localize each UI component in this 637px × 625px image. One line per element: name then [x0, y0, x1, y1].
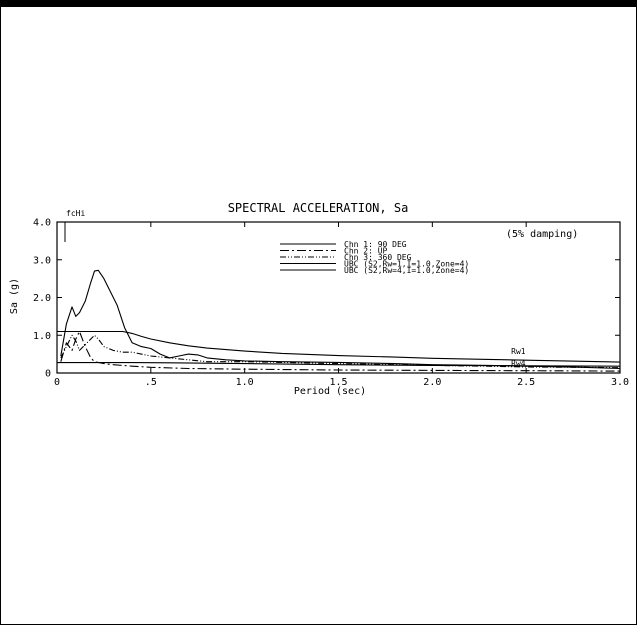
y-tick-label: 3.0: [33, 255, 51, 266]
y-tick-label: 1.0: [33, 331, 51, 342]
damping-annotation: (5% damping): [506, 229, 578, 240]
series-line-4: [57, 362, 621, 367]
x-tick-label: 1.5: [329, 377, 347, 388]
series-line-3: [57, 330, 621, 363]
y-axis-label: Sa (g): [9, 278, 20, 314]
plot-border: [56, 221, 621, 374]
top-bar: [0, 0, 637, 7]
y-tick-label: 2.0: [33, 293, 51, 304]
y-tick-label: 4.0: [33, 218, 51, 229]
x-tick-label: 3.0: [611, 377, 629, 388]
series-line-0: [60, 269, 621, 370]
plot-area: 0 .5 1.0 1.5 2.0 2.5 3.0 0 1.0 2.0 3.0 4.0 Chn 1: 90…: [33, 218, 629, 389]
curve-label-0: Rw1: [511, 347, 526, 356]
x-tick-label: 2.5: [517, 377, 535, 388]
x-tick-label: 2.0: [423, 377, 441, 388]
legend-label-3: UBC (S2,Rw=1,I=1.0,Zone=4): [344, 260, 469, 269]
legend-label-4: UBC (S2,Rw=4,I=1.0,Zone=4): [344, 266, 469, 275]
x-tick-label: .5: [145, 377, 157, 388]
legend-label-2: Chn 3: 360 DEG: [344, 253, 412, 262]
legend-label-0: Chn 1: 90 DEG: [344, 240, 407, 249]
x-tick-label: 1.0: [236, 377, 254, 388]
corner-label: fcHi: [66, 209, 85, 218]
legend-label-1: Chn 2: UP: [344, 247, 388, 256]
curve-label-1: Rw4: [511, 359, 526, 368]
x-axis-label: Period (sec): [294, 386, 366, 397]
x-tick-label: 0: [54, 377, 60, 388]
chart-title: SPECTRAL ACCELERATION, Sa: [228, 201, 409, 215]
y-tick-label: 0: [45, 369, 51, 380]
